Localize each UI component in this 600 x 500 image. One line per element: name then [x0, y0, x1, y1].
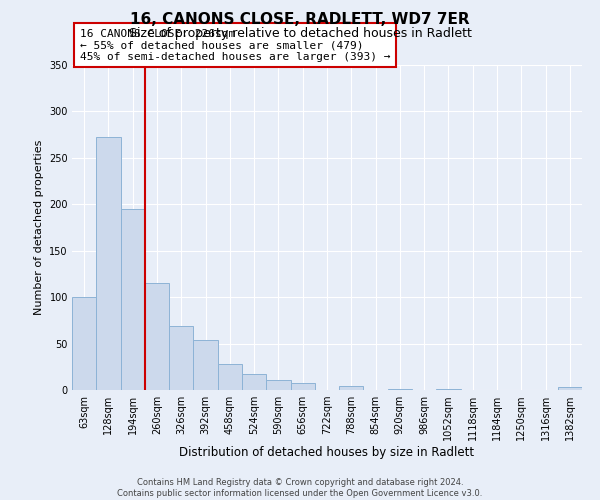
Bar [72, 297, 96, 390]
Bar [436, 389, 461, 390]
X-axis label: Distribution of detached houses by size in Radlett: Distribution of detached houses by size … [179, 446, 475, 459]
Bar [266, 380, 290, 390]
Text: 16, CANONS CLOSE, RADLETT, WD7 7ER: 16, CANONS CLOSE, RADLETT, WD7 7ER [130, 12, 470, 28]
Bar [218, 364, 242, 390]
Bar [558, 387, 582, 390]
Bar [121, 209, 145, 390]
Bar [145, 283, 169, 390]
Y-axis label: Number of detached properties: Number of detached properties [34, 140, 44, 315]
Text: 16 CANONS CLOSE: 226sqm
← 55% of detached houses are smaller (479)
45% of semi-d: 16 CANONS CLOSE: 226sqm ← 55% of detache… [80, 28, 390, 62]
Bar [388, 389, 412, 390]
Bar [339, 386, 364, 390]
Text: Contains HM Land Registry data © Crown copyright and database right 2024.
Contai: Contains HM Land Registry data © Crown c… [118, 478, 482, 498]
Bar [290, 382, 315, 390]
Text: Size of property relative to detached houses in Radlett: Size of property relative to detached ho… [128, 28, 472, 40]
Bar [96, 138, 121, 390]
Bar [169, 326, 193, 390]
Bar [193, 340, 218, 390]
Bar [242, 374, 266, 390]
